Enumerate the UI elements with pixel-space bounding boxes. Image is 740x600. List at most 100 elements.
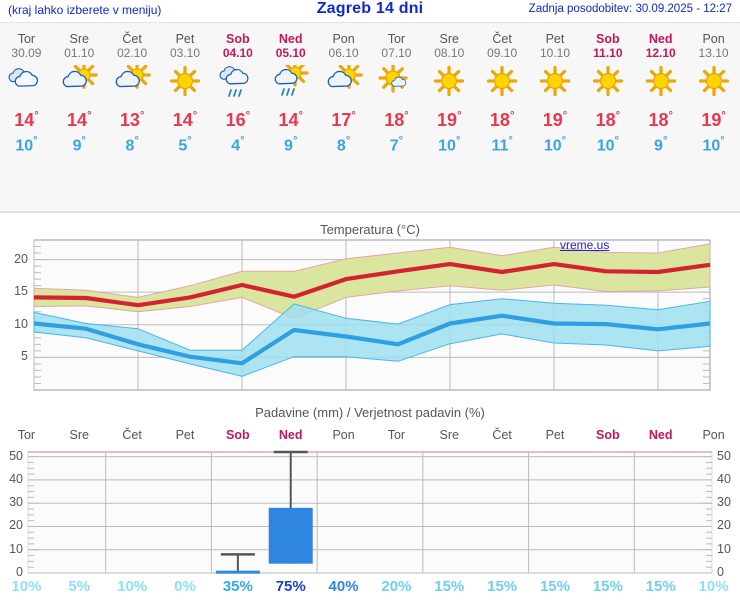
max-temperature-value: 14°	[278, 110, 303, 130]
day-date-label: 02.10	[117, 46, 148, 60]
precip-probability-13: 10%	[698, 578, 729, 595]
sunny-small-cloud-icon	[370, 63, 423, 101]
max-temperature-value: 19°	[437, 110, 462, 130]
menu-hint-text: (kraj lahko izberete v meniju)	[8, 3, 162, 17]
precip-y-tick-right-40: 40	[717, 471, 731, 486]
precip-probability-3: 0%	[174, 578, 196, 595]
partly-cloudy-icon	[317, 63, 370, 101]
day-of-week-label: Pet	[545, 32, 565, 46]
day-column-10[interactable]: Pet 10.10 19° 10°	[529, 22, 582, 156]
day-column-6[interactable]: Pon 06.10 17° 8°	[317, 22, 370, 156]
temp-y-tick-15: 15	[14, 284, 28, 299]
day-of-week-label: Tor	[387, 32, 406, 46]
max-temperature-value: 19°	[701, 110, 726, 130]
max-temperature-value: 18°	[489, 110, 515, 130]
max-temperature-value: 17°	[331, 110, 356, 130]
sunny-icon	[423, 63, 476, 101]
precip-day-label-6: Pon	[332, 428, 355, 442]
precip-y-tick-right-20: 20	[717, 518, 731, 533]
precip-day-label-8: Sre	[439, 428, 459, 442]
rain-icon	[211, 63, 264, 101]
last-updated-text: Zadnja posodobitev: 30.09.2025 - 12:27	[528, 3, 732, 15]
sunny-icon	[476, 63, 529, 101]
min-temperature-value: 8°	[125, 135, 139, 155]
precip-y-tick-left-30: 30	[9, 495, 23, 510]
precip-day-label-10: Pet	[545, 428, 565, 442]
day-date-label: 30.09	[11, 46, 42, 60]
day-column-0[interactable]: Tor 30.09 14° 10°	[0, 22, 53, 156]
precip-y-tick-left-10: 10	[9, 541, 23, 556]
precip-day-label-9: Čet	[492, 428, 512, 442]
min-temperature-value: 7°	[389, 135, 404, 155]
day-date-label: 08.10	[434, 46, 465, 60]
day-column-5[interactable]: Ned 05.10 14° 9°	[264, 22, 317, 156]
day-date-label: 03.10	[169, 46, 200, 60]
precipitation-chart-title: Padavine (mm) / Verjetnost padavin (%)	[255, 405, 485, 420]
max-temperature-value: 14°	[67, 110, 92, 130]
day-of-week-label: Tor	[17, 32, 36, 46]
precip-y-tick-right-50: 50	[717, 448, 731, 463]
sunny-icon	[159, 63, 212, 101]
day-date-label: 13.10	[698, 46, 729, 60]
day-of-week-label: Sob	[226, 32, 250, 46]
precip-y-tick-right-10: 10	[717, 541, 731, 556]
day-of-week-label: Čet	[122, 32, 142, 46]
max-temperature-value: 16°	[225, 110, 251, 130]
max-temperature-value: 18°	[595, 110, 621, 130]
min-temperature-value: 10°	[438, 135, 461, 155]
precip-probability-9: 15%	[487, 578, 518, 595]
precip-y-tick-left-0: 0	[16, 565, 23, 579]
sunny-icon	[529, 63, 582, 101]
day-column-2[interactable]: Čet 02.10 13° 8°	[106, 22, 159, 156]
min-temperature-value: 10°	[15, 135, 38, 155]
day-column-9[interactable]: Čet 09.10 18° 11°	[476, 22, 529, 156]
day-date-label: 09.10	[487, 46, 518, 60]
precip-probability-5: 75%	[275, 578, 306, 595]
min-temperature-value: 11°	[491, 135, 513, 155]
min-temperature-value: 9°	[72, 135, 86, 155]
day-of-week-label: Sob	[596, 32, 620, 46]
overcast-icon	[0, 63, 53, 101]
min-temperature-value: 4°	[231, 135, 245, 155]
watermark-link[interactable]: vreme.us	[560, 238, 610, 252]
partly-cloudy-icon	[106, 63, 159, 101]
section-divider	[0, 212, 740, 213]
precip-probability-0: 10%	[11, 578, 42, 595]
day-of-week-label: Čet	[492, 32, 512, 46]
temp-y-tick-20: 20	[14, 251, 28, 266]
day-column-3[interactable]: Pet 03.10 14° 5°	[159, 22, 212, 156]
temp-y-tick-5: 5	[21, 349, 28, 364]
day-column-12[interactable]: Ned 12.10 18° 9°	[634, 22, 687, 156]
day-column-11[interactable]: Sob 11.10 18° 10°	[581, 22, 634, 156]
precip-day-label-5: Ned	[278, 428, 303, 442]
day-date-label: 05.10	[275, 46, 306, 60]
day-date-label: 10.10	[539, 46, 570, 60]
day-of-week-label: Pon	[332, 32, 355, 46]
day-of-week-label: Ned	[648, 32, 673, 46]
precip-y-tick-right-30: 30	[717, 495, 731, 510]
strip-bottom-divider	[0, 211, 740, 212]
min-temperature-value: 8°	[336, 135, 351, 155]
precip-probability-1: 5%	[68, 578, 91, 595]
day-column-13[interactable]: Pon 13.10 19° 10°	[687, 22, 740, 156]
min-temperature-value: 9°	[284, 135, 298, 155]
temperature-chart-title: Temperatura (°C)	[320, 222, 420, 237]
day-column-1[interactable]: Sre 01.10 14° 9°	[53, 22, 106, 156]
min-temperature-value: 9°	[654, 135, 668, 155]
day-of-week-label: Sre	[439, 32, 459, 46]
day-date-label: 01.10	[64, 46, 95, 60]
day-column-4[interactable]: Sob 04.10 16° 4°	[211, 22, 264, 156]
precip-day-label-2: Čet	[122, 428, 142, 442]
page-header: (kraj lahko izberete v meniju) Zagreb 14…	[0, 0, 740, 22]
precip-day-label-11: Sob	[596, 428, 620, 442]
day-date-label: 04.10	[222, 46, 253, 60]
day-date-label: 07.10	[381, 46, 412, 60]
min-temperature-value: 10°	[702, 135, 725, 155]
day-of-week-label: Pet	[175, 32, 195, 46]
day-column-7[interactable]: Tor 07.10 18° 7°	[370, 22, 423, 156]
max-temperature-value: 14°	[172, 110, 198, 130]
daily-forecast-strip: Tor 30.09 14° 10° Sre 01.10 14° 9° Čet 02.10 13…	[0, 22, 740, 212]
day-column-8[interactable]: Sre 08.10 19° 10°	[423, 22, 476, 156]
sunny-icon	[687, 63, 740, 101]
